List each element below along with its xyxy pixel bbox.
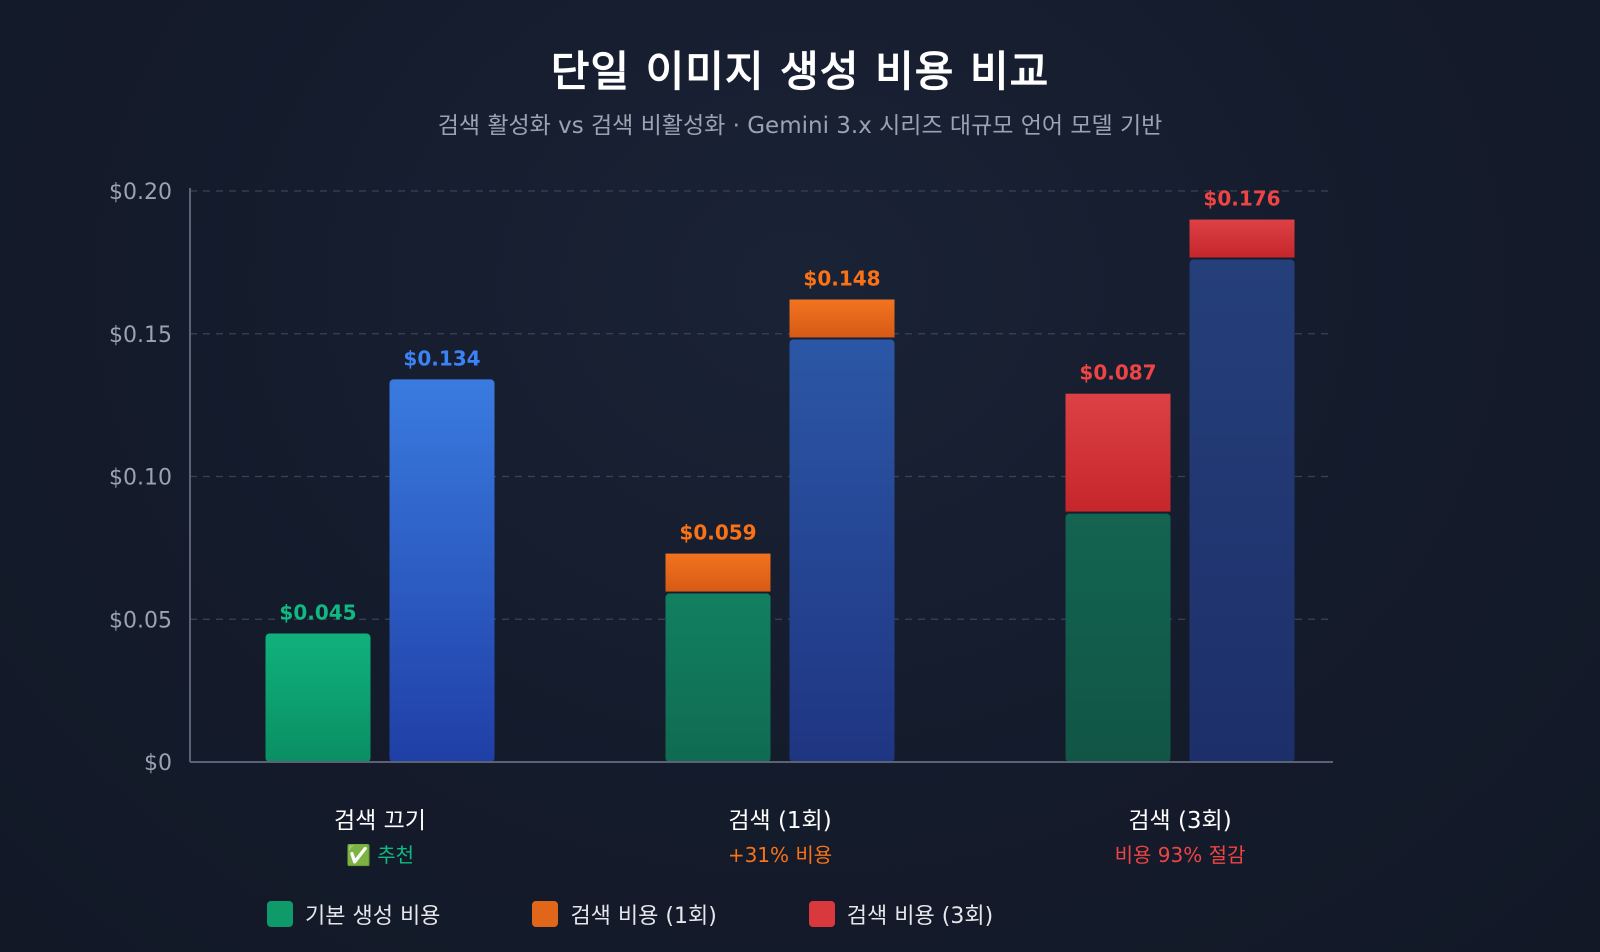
legend-item: 기본 생성 비용 <box>267 898 440 930</box>
data-label: $0.045 <box>279 601 356 625</box>
chart-title: 단일 이미지 생성 비용 비교 <box>550 47 1050 96</box>
y-tick-label: $0.20 <box>109 180 172 205</box>
category-label: 검색 (3회) <box>1128 808 1231 834</box>
legend-swatch <box>808 901 835 927</box>
category-note: ✅ 추천 <box>346 843 414 867</box>
data-label: $0.087 <box>1079 361 1156 385</box>
data-label: $0.059 <box>679 521 756 545</box>
legend-item: 검색 비용 (3회) <box>808 898 994 930</box>
legend-swatch <box>532 901 559 927</box>
y-tick-label: $0.10 <box>109 466 172 491</box>
data-label: $0.176 <box>1203 187 1280 211</box>
bars <box>265 219 1295 762</box>
category-note: 비용 93% 절감 <box>1115 843 1246 867</box>
bar-search-cost <box>665 553 771 592</box>
data-label: $0.148 <box>803 266 880 290</box>
category-label: 검색 (1회) <box>728 808 831 834</box>
bar-search-cost <box>789 299 895 338</box>
legend-label: 검색 비용 (1회) <box>570 904 717 929</box>
labels: $0 $0.05 $0.10 $0.15 $0.20 $0.045 $0.134 검색 끄기 ✅… <box>109 180 1281 867</box>
category-label: 검색 끄기 <box>334 808 426 834</box>
y-tick-label: $0.05 <box>109 608 172 633</box>
chart-subtitle: 검색 활성화 vs 검색 비활성화 · Gemini 3.x 시리즈 대규모 언… <box>437 113 1163 139</box>
legend-label: 검색 비용 (3회) <box>846 904 994 929</box>
legend: 기본 생성 비용 검색 비용 (1회) 검색 비용 (3회) <box>267 898 1085 930</box>
data-label: $0.134 <box>403 346 480 370</box>
legend-item: 검색 비용 (1회) <box>532 898 717 930</box>
bar-base <box>389 379 495 762</box>
y-tick-label: $0.15 <box>109 323 172 348</box>
bar-base <box>265 633 371 762</box>
bar-base <box>1189 259 1295 762</box>
bar-search-cost <box>1189 219 1295 258</box>
legend-label: 기본 생성 비용 <box>305 904 441 929</box>
bar-base <box>1065 513 1171 762</box>
bar-search-cost <box>1065 393 1171 512</box>
axes <box>189 188 1333 763</box>
legend-swatch <box>267 901 293 927</box>
y-tick-label: $0 <box>144 751 172 776</box>
bar-base <box>665 593 771 762</box>
bar-base <box>789 339 895 762</box>
category-note: +31% 비용 <box>728 843 832 867</box>
